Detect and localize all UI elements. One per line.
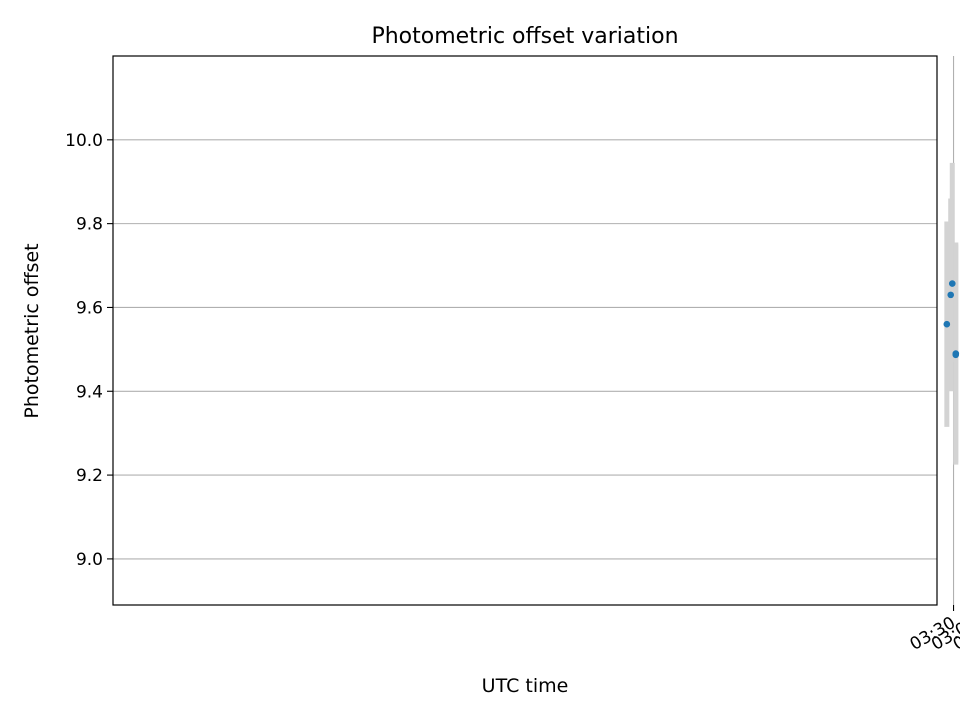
plot-frame <box>112 55 938 606</box>
y-tick-label: 9.2 <box>76 466 103 486</box>
y-tick-label: 9.8 <box>76 215 103 235</box>
data-points <box>943 280 960 359</box>
data-point <box>952 351 960 359</box>
data-point <box>947 291 955 299</box>
data-point <box>948 280 956 287</box>
chart-title: Photometric offset variation <box>371 24 678 49</box>
x-axis-label: UTC time <box>482 675 569 697</box>
data-point <box>943 320 951 328</box>
y-tick-label: 9.6 <box>76 298 103 318</box>
y-axis-label: Photometric offset <box>21 243 43 418</box>
y-tick-label: 9.4 <box>76 382 103 402</box>
y-tick-label: 10.0 <box>65 131 103 151</box>
grid-lines <box>113 56 955 605</box>
x-tick-label: 02:30 <box>950 613 960 655</box>
y-axis-ticks: 9.0 9.2 9.4 9.6 9.8 10.0 <box>65 131 113 570</box>
y-tick-label: 9.0 <box>76 550 103 570</box>
